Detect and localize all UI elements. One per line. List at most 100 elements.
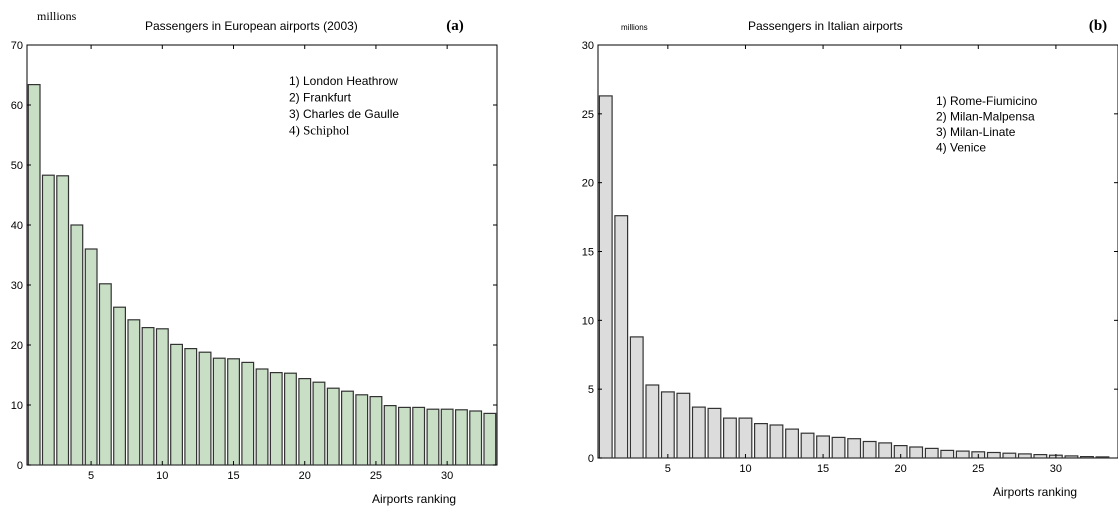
bar bbox=[113, 306, 126, 466]
bar bbox=[707, 407, 722, 459]
y-tick-label: 0 bbox=[17, 460, 23, 472]
legend-entry: 4) Schiphol bbox=[289, 123, 350, 138]
bar bbox=[769, 424, 784, 459]
bar bbox=[355, 394, 369, 466]
y-tick-label: 70 bbox=[11, 40, 23, 52]
bar bbox=[369, 396, 383, 466]
x-tick-label: 5 bbox=[665, 463, 671, 475]
bar bbox=[184, 348, 198, 466]
legend-entry: 3) Charles de Gaulle bbox=[289, 107, 399, 121]
bar bbox=[383, 405, 397, 466]
bar bbox=[660, 391, 675, 459]
panel-label: (b) bbox=[1089, 18, 1107, 34]
bar bbox=[738, 417, 753, 459]
bar bbox=[469, 410, 483, 466]
bar bbox=[629, 336, 644, 459]
bar bbox=[198, 351, 212, 466]
legend-entry: 4) Venice bbox=[936, 141, 986, 155]
bar bbox=[800, 432, 815, 459]
bar bbox=[326, 387, 340, 466]
legend-entry: 1) Rome-Fiumicino bbox=[936, 94, 1038, 108]
bar bbox=[614, 215, 629, 459]
chart-title: Passengers in European airports (2003) bbox=[145, 19, 358, 33]
y-tick-label: 10 bbox=[11, 400, 23, 412]
bar bbox=[785, 428, 800, 459]
y-tick-label: 20 bbox=[11, 340, 23, 352]
x-tick-label: 15 bbox=[227, 470, 239, 482]
y-tick-label: 15 bbox=[582, 247, 594, 259]
bar bbox=[312, 381, 326, 466]
bar bbox=[878, 442, 893, 459]
y-tick-label: 20 bbox=[582, 178, 594, 190]
legend-entry: 3) Milan-Linate bbox=[936, 125, 1016, 139]
bar bbox=[412, 406, 426, 466]
y-axis-label: millions bbox=[621, 23, 648, 32]
bar bbox=[155, 328, 169, 466]
bar bbox=[1002, 452, 1017, 459]
bar bbox=[241, 361, 255, 466]
bar bbox=[753, 423, 768, 459]
bar bbox=[141, 327, 155, 466]
x-tick-label: 20 bbox=[299, 470, 311, 482]
bar bbox=[1095, 456, 1110, 459]
y-tick-label: 0 bbox=[588, 453, 594, 465]
bar bbox=[645, 384, 660, 459]
panel-label: (a) bbox=[446, 18, 464, 34]
bar bbox=[227, 358, 240, 466]
legend-entry: 1) London Heathrow bbox=[289, 74, 398, 88]
bar bbox=[269, 372, 283, 466]
x-tick-label: 30 bbox=[441, 470, 453, 482]
bar bbox=[955, 450, 970, 459]
bar bbox=[298, 378, 312, 466]
bar bbox=[398, 406, 411, 466]
bar bbox=[70, 224, 84, 466]
legend-entry: 2) Milan-Malpensa bbox=[936, 110, 1035, 124]
bar bbox=[1064, 455, 1079, 459]
bar bbox=[483, 412, 497, 466]
bar bbox=[862, 440, 877, 459]
y-tick-label: 40 bbox=[11, 220, 23, 232]
bar bbox=[84, 248, 98, 466]
bar bbox=[940, 449, 955, 459]
bar bbox=[1017, 453, 1032, 459]
y-tick-label: 30 bbox=[582, 40, 594, 52]
x-tick-label: 10 bbox=[156, 470, 168, 482]
x-tick-label: 25 bbox=[370, 470, 382, 482]
bar bbox=[440, 408, 454, 466]
x-tick-label: 10 bbox=[739, 463, 751, 475]
x-axis-label: Airports ranking bbox=[372, 492, 456, 506]
chart-panel-a: 0 10 20 30 40 50 60 70 5 10 15 20 25 30 Passengers in … bbox=[11, 9, 498, 506]
legend-entry: 2) Frankfurt bbox=[289, 91, 352, 105]
bar bbox=[170, 343, 183, 466]
y-tick-label: 25 bbox=[582, 109, 594, 121]
bar bbox=[127, 319, 141, 466]
chart-title: Passengers in Italian airports bbox=[748, 19, 903, 33]
bar bbox=[426, 408, 440, 466]
y-axis-label: millions bbox=[37, 9, 77, 23]
bar bbox=[341, 390, 354, 466]
y-tick-label: 60 bbox=[11, 100, 23, 112]
bar bbox=[847, 438, 862, 459]
bar bbox=[831, 436, 846, 459]
bar bbox=[27, 83, 41, 466]
bar bbox=[986, 451, 1001, 459]
bar bbox=[255, 368, 269, 466]
bar bbox=[98, 283, 112, 466]
plot-area bbox=[597, 44, 1118, 459]
y-tick-label: 50 bbox=[11, 160, 23, 172]
x-tick-label: 15 bbox=[817, 463, 829, 475]
bar bbox=[722, 417, 737, 459]
bar bbox=[676, 392, 691, 459]
x-tick-label: 20 bbox=[895, 463, 907, 475]
bar bbox=[598, 95, 613, 459]
bar bbox=[909, 446, 924, 459]
x-axis-label: Airports ranking bbox=[993, 485, 1077, 499]
y-tick-label: 10 bbox=[582, 315, 594, 327]
bar bbox=[1079, 456, 1094, 459]
y-tick-label: 30 bbox=[11, 280, 23, 292]
bar bbox=[284, 372, 297, 466]
bar bbox=[691, 406, 706, 459]
bar bbox=[1033, 454, 1048, 459]
x-tick-label: 5 bbox=[88, 470, 94, 482]
